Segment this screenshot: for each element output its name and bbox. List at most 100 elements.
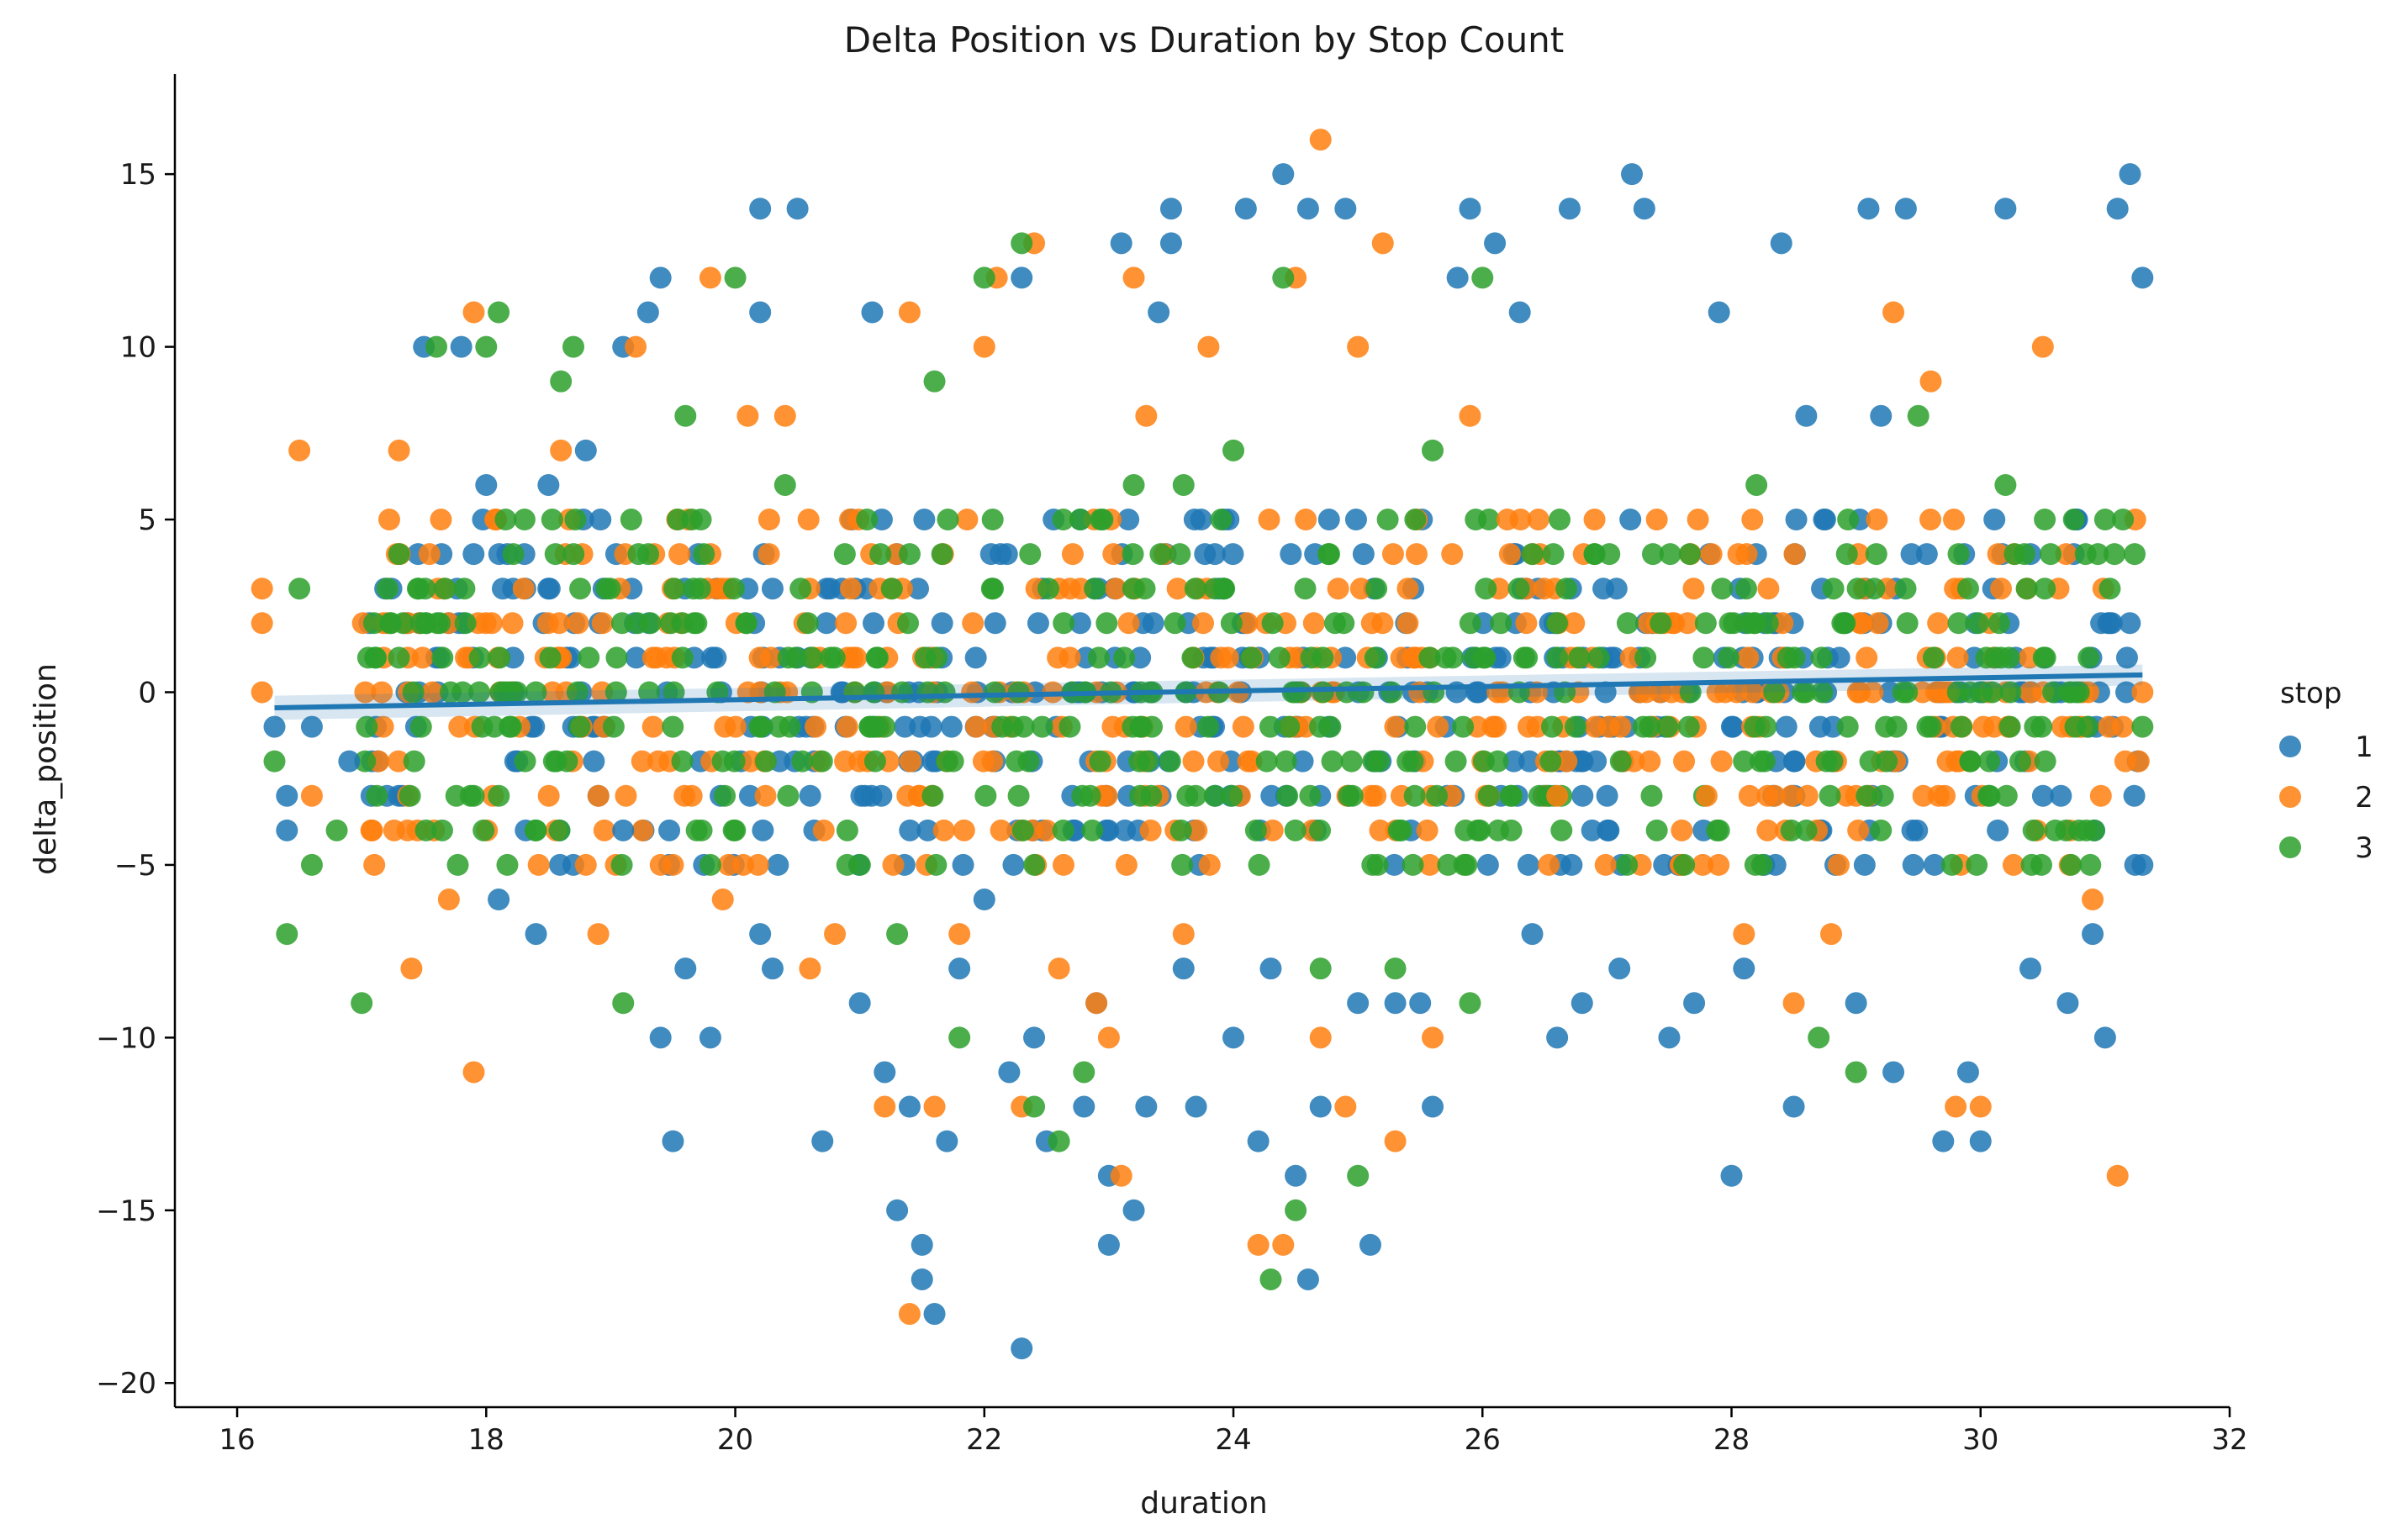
scatter-point bbox=[300, 784, 323, 807]
scatter-point bbox=[1129, 784, 1152, 807]
scatter-point bbox=[1969, 1130, 1992, 1152]
scatter-point bbox=[1517, 715, 1539, 738]
scatter-point bbox=[1006, 750, 1028, 773]
scatter-point bbox=[940, 715, 963, 738]
scatter-point bbox=[1422, 1095, 1444, 1118]
scatter-point bbox=[1943, 509, 1966, 531]
scatter-point bbox=[671, 750, 694, 773]
scatter-point bbox=[1268, 646, 1291, 669]
scatter-point bbox=[411, 646, 434, 669]
scatter-point bbox=[1255, 750, 1278, 773]
scatter-point bbox=[1058, 646, 1081, 669]
scatter-point bbox=[568, 715, 591, 738]
scatter-points bbox=[251, 129, 2154, 1360]
scatter-point bbox=[1384, 1130, 1407, 1152]
scatter-point bbox=[1237, 750, 1259, 773]
scatter-point bbox=[861, 301, 884, 324]
scatter-point bbox=[981, 509, 1004, 531]
y-tick-label: −10 bbox=[96, 1021, 156, 1055]
scatter-point bbox=[839, 578, 862, 600]
scatter-point bbox=[815, 612, 837, 635]
scatter-point bbox=[1369, 819, 1391, 841]
scatter-point bbox=[1489, 646, 1512, 669]
scatter-point bbox=[1919, 715, 1942, 738]
scatter-point bbox=[564, 509, 587, 531]
scatter-point bbox=[1815, 750, 1838, 773]
scatter-point bbox=[475, 335, 498, 358]
scatter-point bbox=[1756, 612, 1779, 635]
scatter-point bbox=[1946, 646, 1969, 669]
scatter-point bbox=[1091, 509, 1114, 531]
x-axis-title: duration bbox=[1140, 1486, 1268, 1521]
scatter-point bbox=[288, 578, 311, 600]
scatter-point bbox=[1597, 819, 1619, 841]
scatter-point bbox=[2131, 266, 2154, 289]
scatter-point bbox=[898, 301, 921, 324]
scatter-point bbox=[1384, 992, 1407, 1015]
scatter-point bbox=[1334, 1095, 1357, 1118]
scatter-point bbox=[425, 335, 448, 358]
scatter-point bbox=[1819, 784, 1841, 807]
y-tick-label: −15 bbox=[96, 1195, 156, 1228]
scatter-point bbox=[1232, 715, 1254, 738]
scatter-point bbox=[1117, 612, 1140, 635]
scatter-point bbox=[468, 646, 491, 669]
scatter-point bbox=[874, 1095, 896, 1118]
scatter-point bbox=[1633, 198, 1655, 220]
scatter-point bbox=[1284, 819, 1307, 841]
scatter-point bbox=[1011, 266, 1033, 289]
scatter-point bbox=[434, 578, 457, 600]
scatter-point bbox=[2002, 853, 2025, 876]
scatter-point bbox=[276, 923, 298, 946]
scatter-point bbox=[1584, 715, 1607, 738]
scatter-point bbox=[948, 1026, 971, 1049]
scatter-point bbox=[2089, 784, 2112, 807]
scatter-point bbox=[1362, 750, 1385, 773]
scatter-point bbox=[1089, 750, 1111, 773]
scatter-point bbox=[833, 543, 856, 566]
scatter-point bbox=[2079, 853, 2102, 876]
y-tick-label: 5 bbox=[138, 504, 156, 537]
scatter-point bbox=[824, 923, 847, 946]
scatter-point bbox=[491, 578, 514, 600]
scatter-point bbox=[1781, 784, 1803, 807]
scatter-point bbox=[589, 509, 612, 531]
scatter-point bbox=[356, 715, 378, 738]
scatter-point bbox=[767, 853, 789, 876]
scatter-point bbox=[714, 784, 736, 807]
scatter-point bbox=[1594, 853, 1617, 876]
y-tick-label: −5 bbox=[114, 849, 156, 883]
scatter-point bbox=[1757, 578, 1780, 600]
scatter-point bbox=[1545, 612, 1568, 635]
scatter-point bbox=[426, 612, 449, 635]
scatter-point bbox=[1454, 819, 1477, 841]
scatter-point bbox=[923, 1095, 946, 1118]
scatter-point bbox=[574, 853, 597, 876]
scatter-point bbox=[1894, 578, 1917, 600]
scatter-point bbox=[1811, 681, 1834, 704]
scatter-point bbox=[539, 646, 562, 669]
scatter-point bbox=[811, 1130, 834, 1152]
scatter-point bbox=[2106, 198, 2129, 220]
scatter-point bbox=[1959, 681, 1982, 704]
scatter-point bbox=[1517, 853, 1539, 876]
scatter-point bbox=[2056, 992, 2079, 1015]
scatter-point bbox=[620, 509, 642, 531]
scatter-point bbox=[1581, 819, 1603, 841]
scatter-point bbox=[1272, 1233, 1295, 1256]
scatter-point bbox=[981, 750, 1004, 773]
scatter-point bbox=[1011, 819, 1034, 841]
scatter-point bbox=[1148, 301, 1170, 324]
scatter-point bbox=[483, 715, 505, 738]
scatter-point bbox=[1459, 198, 1481, 220]
scatter-point bbox=[911, 1268, 933, 1290]
scatter-point bbox=[354, 750, 377, 773]
scatter-point bbox=[1035, 819, 1058, 841]
scatter-point bbox=[952, 853, 974, 876]
scatter-point bbox=[1122, 543, 1144, 566]
scatter-point bbox=[488, 646, 511, 669]
scatter-point bbox=[1940, 853, 1963, 876]
scatter-point bbox=[2119, 612, 2141, 635]
scatter-point bbox=[1185, 819, 1208, 841]
scatter-point bbox=[362, 612, 385, 635]
